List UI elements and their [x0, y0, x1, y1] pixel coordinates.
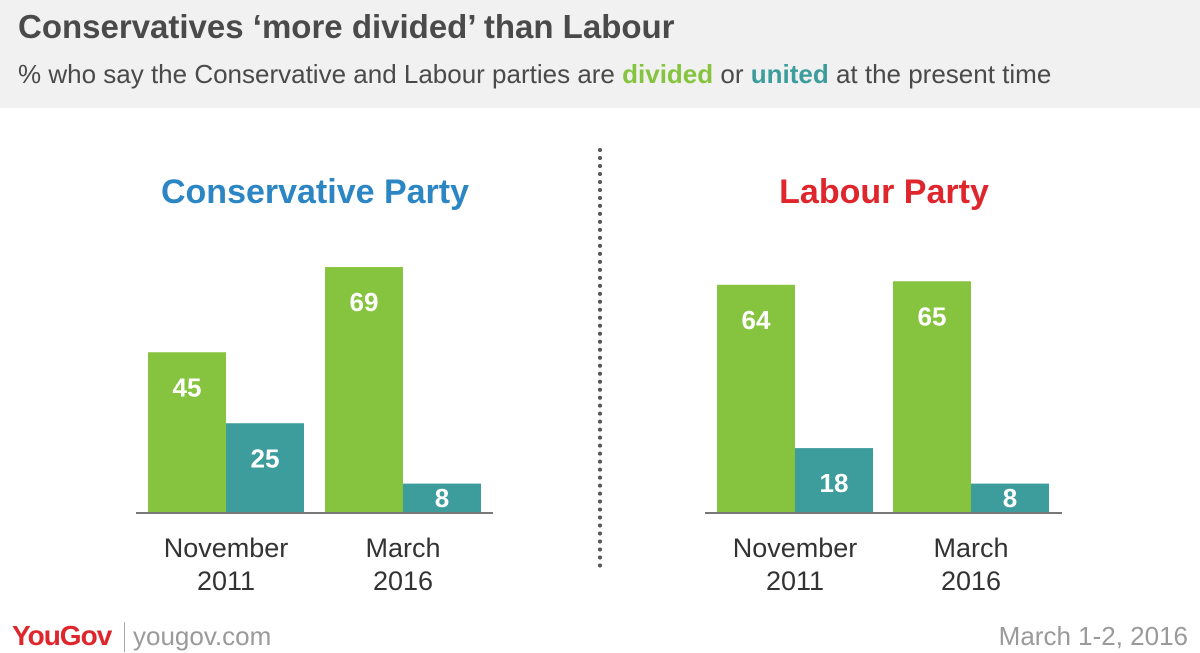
category-label-0-0-line2: 2011 — [197, 566, 255, 596]
data-label-divided-1-1: 65 — [918, 301, 947, 331]
bar-united-0-1 — [403, 483, 481, 512]
data-label-united-0-0: 25 — [251, 443, 280, 473]
category-label-1-1-line1: March — [933, 533, 1008, 563]
conservative-panel-title: Conservative Party — [160, 173, 470, 211]
category-label-0-1-line1: March — [365, 533, 440, 563]
yougov-logo: YouGov — [12, 620, 112, 651]
bar-united-1-0 — [795, 448, 873, 512]
category-label-1-1-line2: 2016 — [941, 566, 1001, 596]
bar-divided-0-0 — [148, 352, 226, 512]
chart-title: Conservatives ‘more divided’ than Labour — [18, 8, 675, 45]
subtitle-prefix: % who say the Conservative and Labour pa… — [18, 59, 623, 89]
chart-subtitle: % who say the Conservative and Labour pa… — [18, 59, 1051, 90]
subtitle-or: or — [713, 59, 751, 89]
footer-site-link[interactable]: yougov.com — [133, 621, 272, 651]
legend-united: united — [750, 59, 829, 89]
category-label-1-0-line2: 2011 — [766, 566, 824, 596]
data-label-divided-0-1: 69 — [350, 287, 379, 317]
panel-divider — [598, 148, 602, 568]
category-label-0-1-line2: 2016 — [373, 566, 433, 596]
category-label-0-0-line1: November — [164, 533, 289, 563]
data-label-divided-0-0: 45 — [173, 372, 202, 402]
data-label-united-0-1: 8 — [435, 483, 449, 513]
data-label-united-1-1: 8 — [1003, 483, 1017, 513]
bar-united-0-0 — [226, 423, 304, 512]
data-label-divided-1-0: 64 — [742, 305, 771, 335]
bar-divided-1-1 — [893, 281, 971, 512]
legend-divided: divided — [622, 59, 714, 89]
labour-panel-title: Labour Party — [779, 173, 989, 211]
footer-date: March 1-2, 2016 — [998, 621, 1188, 651]
bar-divided-1-0 — [717, 284, 795, 512]
data-label-united-1-0: 18 — [820, 468, 849, 498]
bar-united-1-1 — [971, 483, 1049, 512]
footer-separator — [124, 622, 125, 652]
bar-divided-0-1 — [325, 267, 403, 512]
header-band: Conservatives ‘more divided’ than Labour… — [0, 0, 1200, 108]
subtitle-suffix: at the present time — [828, 59, 1052, 89]
category-label-1-0-line1: November — [733, 533, 858, 563]
